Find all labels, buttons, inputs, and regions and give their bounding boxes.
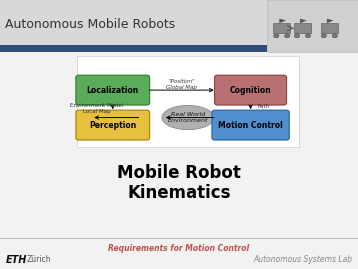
FancyBboxPatch shape	[77, 56, 299, 147]
Text: Autonomous Mobile Robots: Autonomous Mobile Robots	[5, 18, 176, 31]
Text: Real World
Environment: Real World Environment	[168, 112, 208, 123]
Text: "Position"
Global Map: "Position" Global Map	[166, 79, 197, 90]
FancyBboxPatch shape	[76, 75, 150, 105]
FancyBboxPatch shape	[212, 110, 289, 140]
Circle shape	[321, 34, 326, 38]
Ellipse shape	[162, 105, 214, 130]
Polygon shape	[300, 19, 307, 23]
FancyBboxPatch shape	[0, 45, 267, 52]
Text: Environment Model
Local Map: Environment Model Local Map	[70, 103, 123, 114]
Circle shape	[332, 34, 338, 38]
Text: Motion Control: Motion Control	[218, 121, 283, 130]
Text: Cognition: Cognition	[230, 86, 271, 95]
Polygon shape	[327, 19, 334, 23]
FancyBboxPatch shape	[0, 0, 358, 46]
FancyBboxPatch shape	[76, 110, 150, 140]
Text: Zürich: Zürich	[27, 255, 52, 264]
FancyBboxPatch shape	[0, 52, 358, 269]
Circle shape	[305, 34, 311, 38]
Circle shape	[294, 34, 300, 38]
Text: Requirements for Motion Control: Requirements for Motion Control	[108, 243, 250, 253]
Text: Mobile Robot
Kinematics: Mobile Robot Kinematics	[117, 164, 241, 202]
FancyBboxPatch shape	[294, 23, 311, 33]
Text: Path: Path	[258, 104, 270, 109]
FancyBboxPatch shape	[267, 0, 358, 52]
Circle shape	[285, 34, 290, 38]
FancyBboxPatch shape	[273, 23, 290, 33]
Text: Localization: Localization	[87, 86, 139, 95]
Text: ETH: ETH	[5, 254, 27, 265]
FancyBboxPatch shape	[321, 23, 338, 33]
Text: Perception: Perception	[89, 121, 136, 130]
Text: Autonomous Systems Lab: Autonomous Systems Lab	[253, 255, 353, 264]
Circle shape	[274, 34, 279, 38]
FancyBboxPatch shape	[214, 75, 287, 105]
Polygon shape	[279, 19, 286, 23]
